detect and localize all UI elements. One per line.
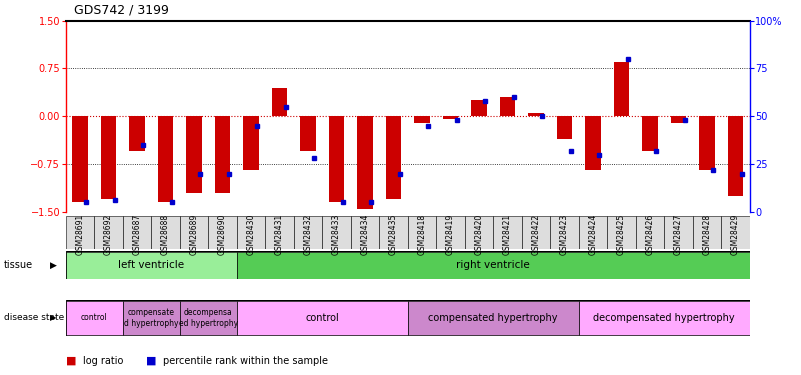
Text: GSM28429: GSM28429 (731, 214, 740, 255)
Bar (528, 113, 544, 116)
Text: GSM28691: GSM28691 (75, 214, 84, 255)
Bar (351, 216, 379, 249)
Bar (578, 301, 750, 335)
Text: GSM28421: GSM28421 (503, 214, 512, 255)
Text: GSM28689: GSM28689 (190, 214, 199, 255)
Text: control: control (305, 313, 339, 323)
Bar (586, 116, 601, 170)
Bar (471, 100, 487, 116)
Text: log ratio: log ratio (83, 356, 123, 366)
Text: control: control (81, 314, 107, 322)
Text: GSM28427: GSM28427 (674, 214, 683, 255)
Text: ■: ■ (66, 356, 76, 366)
Bar (208, 216, 237, 249)
Bar (72, 116, 88, 202)
Bar (670, 116, 686, 123)
Bar (237, 252, 750, 279)
Bar (186, 116, 202, 193)
Bar (237, 301, 408, 335)
Bar (328, 116, 344, 202)
Text: ■: ■ (146, 356, 156, 366)
Text: GSM28433: GSM28433 (332, 214, 341, 255)
Text: GSM28418: GSM28418 (417, 214, 426, 255)
Text: percentile rank within the sample: percentile rank within the sample (163, 356, 328, 366)
Text: right ventricle: right ventricle (457, 260, 530, 270)
Text: GSM28430: GSM28430 (247, 214, 256, 255)
Text: GSM28420: GSM28420 (474, 214, 484, 255)
Bar (95, 216, 123, 249)
Text: GSM28419: GSM28419 (446, 214, 455, 255)
Bar (385, 116, 401, 199)
Text: GSM28432: GSM28432 (304, 214, 312, 255)
Bar (300, 116, 316, 151)
Bar (437, 216, 465, 249)
Bar (443, 116, 458, 119)
Bar (664, 216, 693, 249)
Bar (557, 116, 572, 139)
Bar (357, 116, 372, 208)
Bar (408, 216, 437, 249)
Bar (66, 301, 123, 335)
Text: left ventricle: left ventricle (118, 260, 184, 270)
Text: decompensated hypertrophy: decompensated hypertrophy (594, 313, 735, 323)
Bar (244, 116, 259, 170)
Bar (179, 301, 237, 335)
Bar (642, 116, 658, 151)
Text: GSM28690: GSM28690 (218, 214, 227, 255)
Bar (578, 216, 607, 249)
Bar (636, 216, 664, 249)
Bar (550, 216, 578, 249)
Bar (379, 216, 408, 249)
Bar (158, 116, 173, 202)
Bar (101, 116, 116, 199)
Bar (123, 301, 179, 335)
Bar (699, 116, 714, 170)
Bar (607, 216, 636, 249)
Bar (614, 62, 630, 116)
Text: GSM28425: GSM28425 (617, 214, 626, 255)
Text: GSM28422: GSM28422 (532, 214, 541, 255)
Text: ▶: ▶ (50, 314, 56, 322)
Bar (414, 116, 430, 123)
Text: GSM28434: GSM28434 (360, 214, 369, 255)
Text: GSM28688: GSM28688 (161, 214, 170, 255)
Bar (408, 301, 578, 335)
Text: compensated hypertrophy: compensated hypertrophy (429, 313, 558, 323)
Bar (493, 216, 521, 249)
Bar (66, 252, 237, 279)
Bar (237, 216, 265, 249)
Bar (500, 97, 515, 116)
Text: GSM28426: GSM28426 (646, 214, 654, 255)
Bar (179, 216, 208, 249)
Text: GSM28431: GSM28431 (275, 214, 284, 255)
Bar (215, 116, 230, 193)
Text: GDS742 / 3199: GDS742 / 3199 (74, 4, 168, 17)
Text: GSM28687: GSM28687 (132, 214, 142, 255)
Text: GSM28428: GSM28428 (702, 214, 711, 255)
Bar (151, 216, 179, 249)
Bar (129, 116, 145, 151)
Bar (322, 216, 351, 249)
Text: GSM28424: GSM28424 (589, 214, 598, 255)
Text: GSM28435: GSM28435 (389, 214, 398, 255)
Bar (123, 216, 151, 249)
Bar (294, 216, 322, 249)
Text: GSM28423: GSM28423 (560, 214, 569, 255)
Bar (721, 216, 750, 249)
Bar (521, 216, 550, 249)
Text: disease state: disease state (4, 314, 64, 322)
Bar (265, 216, 294, 249)
Bar (66, 216, 95, 249)
Text: tissue: tissue (4, 260, 33, 270)
Text: GSM28692: GSM28692 (104, 214, 113, 255)
Text: decompensa
ed hypertrophy: decompensa ed hypertrophy (179, 308, 238, 327)
Bar (272, 88, 288, 116)
Text: compensate
d hypertrophy: compensate d hypertrophy (124, 308, 179, 327)
Bar (727, 116, 743, 196)
Text: ▶: ▶ (50, 261, 57, 270)
Bar (465, 216, 493, 249)
Bar (693, 216, 721, 249)
